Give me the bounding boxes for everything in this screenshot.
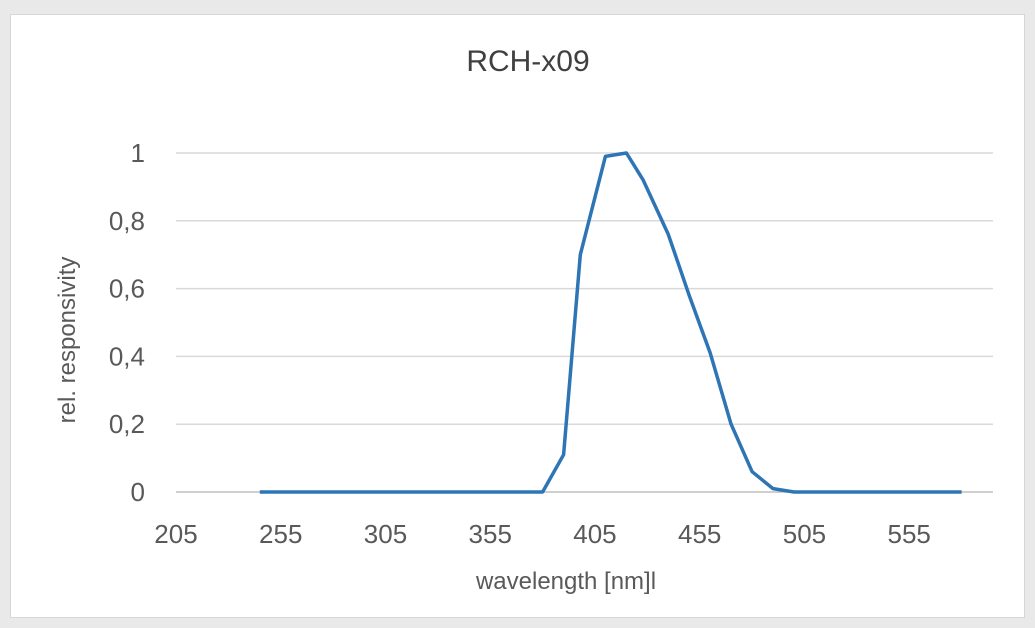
x-tick-label: 305 xyxy=(364,519,407,549)
x-tick-label: 455 xyxy=(678,519,721,549)
x-tick-labels: 205 255 305 355 405 455 505 555 xyxy=(154,519,931,549)
x-axis-label: wavelength [nm]l xyxy=(475,568,656,595)
chart-title: RCH-x09 xyxy=(466,45,589,78)
x-tick-label: 255 xyxy=(259,519,302,549)
line-chart: RCH-x09 0 0,2 0,4 0,6 0,8 1 205 255 305 355 405 45… xyxy=(54,45,993,595)
y-axis-label: rel. responsivity xyxy=(54,257,81,424)
chart-card: RCH-x09 0 0,2 0,4 0,6 0,8 1 205 255 305 355 405 45… xyxy=(10,14,1025,618)
y-tick-label: 0,8 xyxy=(109,206,145,236)
y-tick-label: 0,2 xyxy=(109,409,145,439)
x-tick-label: 555 xyxy=(888,519,931,549)
series-line xyxy=(259,151,962,494)
x-tick-label: 355 xyxy=(469,519,512,549)
gridlines xyxy=(176,152,993,493)
y-tick-label: 0,4 xyxy=(109,341,145,371)
x-tick-label: 405 xyxy=(573,519,616,549)
y-tick-labels: 0 0,2 0,4 0,6 0,8 1 xyxy=(109,138,145,507)
y-tick-label: 0 xyxy=(131,477,145,507)
x-tick-label: 505 xyxy=(783,519,826,549)
x-tick-label: 205 xyxy=(154,519,197,549)
y-tick-label: 0,6 xyxy=(109,274,145,304)
series-layer xyxy=(259,151,962,494)
y-tick-label: 1 xyxy=(131,138,145,168)
